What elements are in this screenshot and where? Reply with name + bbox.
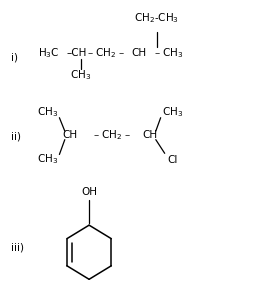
Text: iii): iii) xyxy=(11,243,24,253)
Text: CH: CH xyxy=(142,130,157,141)
Text: CH$_2$-CH$_3$: CH$_2$-CH$_3$ xyxy=(134,12,179,25)
Text: Cl: Cl xyxy=(168,154,178,165)
Text: i): i) xyxy=(11,52,18,62)
Text: CH$_3$: CH$_3$ xyxy=(37,153,58,166)
Text: H$_3$C: H$_3$C xyxy=(38,46,59,60)
Text: – CH$_2$ –: – CH$_2$ – xyxy=(93,129,131,142)
Text: ii): ii) xyxy=(11,132,21,142)
Text: – CH$_3$: – CH$_3$ xyxy=(154,46,184,60)
Text: –CH: –CH xyxy=(67,48,87,58)
Text: CH$_3$: CH$_3$ xyxy=(37,106,58,119)
Text: CH: CH xyxy=(63,130,78,141)
Text: OH: OH xyxy=(81,187,97,198)
Text: CH$_3$: CH$_3$ xyxy=(162,106,183,119)
Text: CH$_3$: CH$_3$ xyxy=(70,69,92,82)
Text: CH: CH xyxy=(131,48,147,58)
Text: – CH$_2$ –: – CH$_2$ – xyxy=(87,46,126,60)
